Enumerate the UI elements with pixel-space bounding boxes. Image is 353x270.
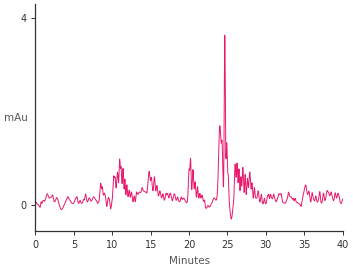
Y-axis label: mAu: mAu [4, 113, 28, 123]
X-axis label: Minutes: Minutes [168, 256, 210, 266]
